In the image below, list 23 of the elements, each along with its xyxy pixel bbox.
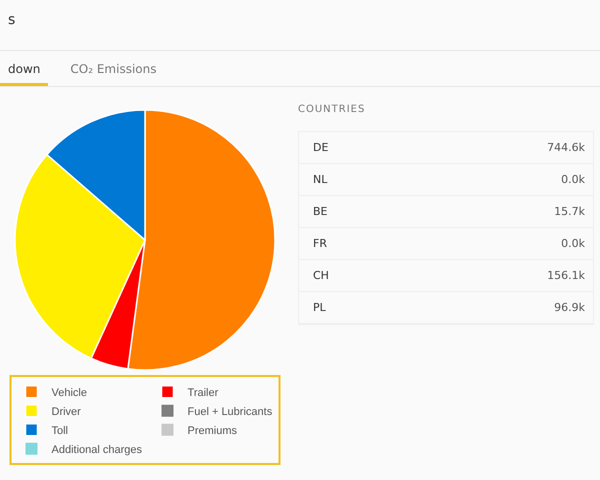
- text: 744.6k: [547, 141, 585, 154]
- legend-label: Premiums: [188, 424, 238, 437]
- legend-label: Driver: [52, 406, 82, 418]
- category-label: FR: [313, 236, 327, 252]
- text: s: [8, 12, 16, 28]
- category-label: down: [0, 58, 48, 86]
- category-label: DE: [313, 140, 328, 156]
- category-label: CO₂ Emissions: [69, 61, 158, 78]
- legend-label: Additional charges: [52, 444, 143, 456]
- legend-label: Trailer: [188, 386, 219, 399]
- category-label: PL: [313, 300, 326, 316]
- legend-label: Vehicle: [52, 386, 87, 399]
- legend-label: Fuel + Lubricants: [188, 406, 273, 418]
- text: 156.1k: [547, 269, 585, 282]
- text: 0.0k: [561, 237, 585, 250]
- text: 15.7k: [554, 205, 585, 218]
- text: 0.0k: [561, 173, 585, 186]
- text: 96.9k: [554, 301, 585, 314]
- category-label: CH: [313, 268, 329, 284]
- legend-label: Toll: [52, 424, 68, 437]
- category-label: BE: [313, 204, 328, 220]
- text: COUNTRIES: [298, 104, 366, 115]
- category-label: NL: [313, 172, 328, 188]
